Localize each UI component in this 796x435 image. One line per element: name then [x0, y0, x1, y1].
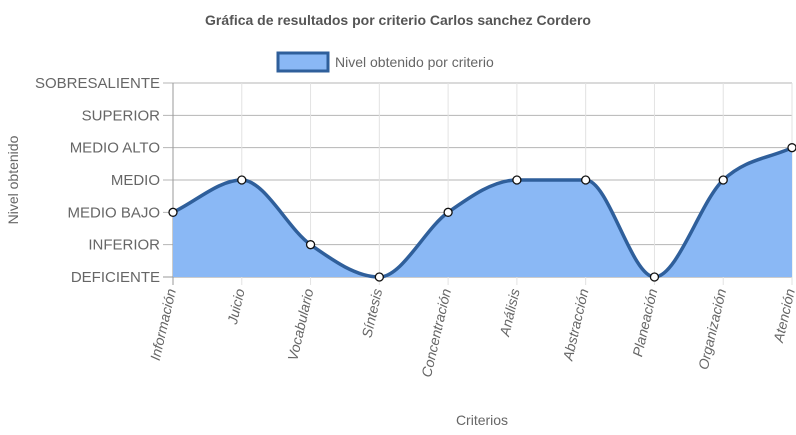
data-point[interactable]: [168, 207, 178, 217]
y-tick-label: MEDIO BAJO: [67, 204, 160, 221]
y-axis-labels: DEFICIENTE INFERIOR MEDIO BAJO MEDIO MEDIO A…: [35, 75, 160, 286]
legend-swatch: [276, 51, 330, 73]
x-tick-label: Organización: [695, 287, 729, 371]
x-tick-label: Planeación: [629, 287, 660, 358]
data-point[interactable]: [649, 272, 660, 282]
x-tick-label: Abstracción: [559, 287, 591, 363]
x-tick-label: Análisis: [496, 287, 523, 339]
x-tick-label: Síntesis: [358, 287, 385, 339]
data-point[interactable]: [374, 272, 384, 282]
data-point[interactable]: [237, 175, 247, 185]
data-point[interactable]: [787, 143, 796, 153]
y-tick-label: MEDIO ALTO: [70, 140, 160, 157]
series-line: [172, 146, 793, 279]
x-tick-label: Atención: [770, 287, 796, 345]
data-point[interactable]: [512, 175, 522, 185]
x-axis-labels: Información Juicio Vocabulario Síntesis Conc…: [147, 287, 796, 379]
x-tick-label: Vocabulario: [284, 287, 316, 362]
series-points: [168, 143, 796, 282]
y-axis-title: Nivel obtenido: [5, 135, 21, 224]
series-area-fill: [173, 147, 792, 277]
chart-title: Gráfica de resultados por criterio Carlo…: [205, 12, 591, 28]
x-axis-title: Criterios: [456, 412, 508, 428]
y-tick-label: MEDIO: [111, 172, 160, 189]
y-tick-label: SUPERIOR: [82, 107, 161, 124]
x-tick-label: Información: [147, 287, 179, 362]
data-point[interactable]: [581, 175, 591, 185]
data-point[interactable]: [443, 207, 453, 217]
legend-label: Nivel obtenido por criterio: [335, 54, 494, 70]
data-point[interactable]: [305, 240, 316, 250]
x-tick-label: Concentración: [418, 287, 454, 379]
series-area: [172, 146, 793, 279]
y-tick-label: INFERIOR: [88, 237, 160, 254]
legend[interactable]: Nivel obtenido por criterio: [276, 51, 494, 73]
x-tick-label: Juicio: [224, 287, 248, 327]
y-tick-label: SOBRESALIENTE: [35, 75, 160, 92]
y-tick-label: DEFICIENTE: [71, 269, 160, 286]
data-point[interactable]: [718, 175, 728, 185]
